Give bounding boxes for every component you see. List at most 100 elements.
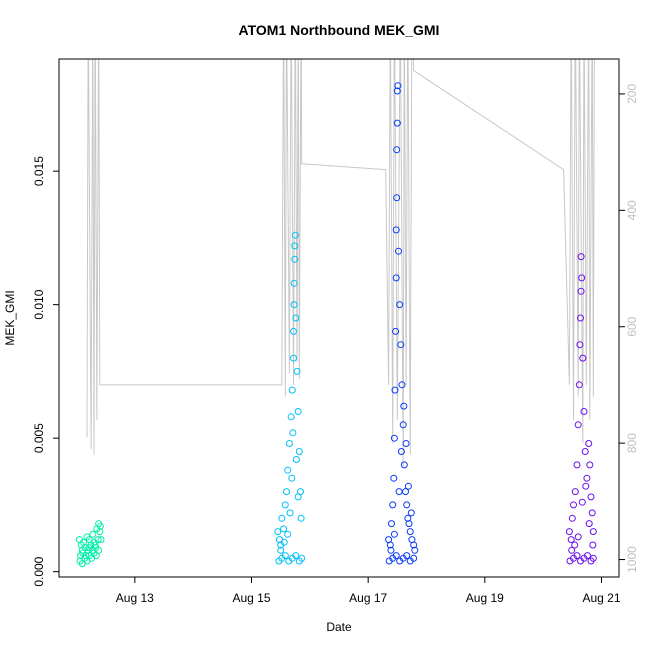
data-point-series-4	[567, 536, 575, 544]
data-point-series-2	[283, 488, 290, 496]
data-point-series-3	[410, 541, 418, 549]
data-point-series-1	[82, 552, 90, 560]
data-point-series-3	[388, 520, 395, 528]
data-point-series-4	[577, 287, 585, 295]
y2-tick-label: 200	[625, 84, 639, 104]
data-point-series-4	[582, 482, 590, 490]
plot-frame	[58, 58, 620, 578]
data-point-series-3	[391, 386, 399, 394]
data-point-series-3	[392, 274, 400, 282]
data-point-series-3	[393, 87, 401, 95]
data-point-series-3	[393, 194, 401, 202]
data-point-series-4	[568, 546, 576, 554]
data-point-series-2	[274, 528, 282, 536]
data-point-series-3	[392, 226, 400, 234]
data-point-series-3	[395, 247, 402, 255]
data-point-series-2	[290, 327, 297, 335]
data-point-series-3	[403, 501, 411, 509]
data-point-series-3	[393, 119, 401, 127]
y-tick-label: 0.015	[32, 156, 46, 186]
data-point-series-4	[585, 520, 593, 528]
data-point-series-2	[287, 413, 295, 421]
data-point-series-4	[574, 533, 582, 541]
data-point-series-1	[91, 541, 99, 549]
axes-layer: Aug 13 Aug 15 Aug 17 Aug 19 Aug 21 0.000 0.005…	[32, 84, 639, 605]
data-point-series-4	[571, 488, 579, 496]
data-point-series-2	[292, 552, 300, 560]
data-point-series-3	[389, 501, 397, 509]
data-point-series-3	[392, 552, 400, 560]
data-point-series-4	[589, 528, 597, 536]
data-point-series-4	[583, 474, 591, 482]
data-point-series-4	[579, 354, 587, 362]
data-point-series-4	[577, 314, 584, 322]
x-tick-label: Aug 15	[232, 591, 270, 605]
data-point-series-2	[294, 493, 302, 501]
y2-tick-label: 400	[625, 200, 639, 220]
data-point-series-2	[291, 242, 299, 250]
data-point-series-4	[574, 421, 582, 429]
data-point-series-4	[573, 461, 581, 469]
data-point-series-2	[290, 354, 297, 362]
data-point-series-3	[398, 381, 406, 389]
data-point-series-4	[565, 528, 573, 536]
data-point-series-2	[292, 314, 300, 322]
x-tick-label: Aug 19	[466, 591, 504, 605]
data-point-series-2	[278, 514, 286, 522]
data-point-series-3	[403, 552, 411, 560]
data-point-series-3	[394, 82, 402, 90]
data-point-series-3	[411, 546, 419, 554]
data-point-series-2	[292, 456, 300, 463]
data-point-series-4	[576, 341, 584, 349]
data-point-series-4	[581, 448, 589, 455]
data-point-series-3	[386, 541, 394, 549]
data-point-series-4	[587, 493, 595, 501]
data-point-series-1	[94, 536, 102, 544]
data-point-series-2	[288, 474, 296, 482]
y2-tick-label: 1000	[625, 546, 639, 573]
data-point-series-4	[568, 514, 576, 522]
data-point-series-4	[585, 440, 593, 447]
data-point-series-1	[88, 546, 96, 554]
data-point-series-3	[404, 482, 412, 490]
data-point-series-3	[392, 327, 400, 335]
data-point-series-4	[571, 541, 579, 549]
data-point-series-3	[387, 546, 395, 554]
points-layer	[75, 82, 597, 568]
data-point-series-2	[281, 552, 289, 560]
data-point-series-4	[570, 501, 577, 509]
data-point-series-4	[589, 554, 597, 562]
data-point-series-2	[280, 538, 288, 546]
x-tick-label: Aug 21	[582, 591, 620, 605]
data-point-series-4	[580, 408, 588, 415]
data-point-series-3	[410, 554, 418, 562]
data-point-series-1	[96, 522, 104, 530]
data-point-series-1	[89, 530, 97, 538]
data-point-series-3	[400, 402, 408, 410]
secondary-series-line	[86, 59, 595, 467]
data-point-series-3	[393, 146, 401, 154]
y2-tick-label: 600	[625, 316, 639, 336]
data-point-series-4	[578, 498, 586, 506]
x-axis-label: Date	[326, 620, 352, 634]
data-point-series-4	[589, 541, 597, 549]
data-point-series-1	[96, 528, 104, 536]
data-point-series-3	[406, 528, 414, 536]
data-point-series-4	[584, 552, 591, 560]
data-point-series-3	[404, 514, 412, 522]
secondary-line-layer	[86, 59, 595, 467]
data-point-series-4	[578, 274, 586, 282]
data-point-series-2	[281, 501, 289, 509]
data-point-series-3	[407, 509, 415, 517]
data-point-series-2	[289, 429, 297, 437]
data-point-series-2	[291, 255, 299, 263]
x-tick-label: Aug 13	[116, 591, 154, 605]
data-point-series-2	[291, 231, 299, 239]
y-tick-label: 0.005	[32, 423, 46, 453]
data-point-series-3	[397, 448, 405, 455]
data-point-series-4	[586, 461, 594, 469]
data-point-series-2	[277, 546, 285, 554]
data-point-series-2	[293, 367, 301, 375]
data-point-series-2	[294, 408, 302, 415]
